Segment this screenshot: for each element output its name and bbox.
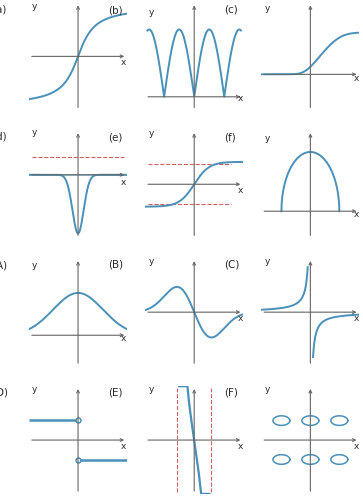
Text: y: y xyxy=(148,258,154,267)
Text: y: y xyxy=(32,2,38,11)
Text: x: x xyxy=(237,186,243,195)
Text: y: y xyxy=(265,5,270,13)
Text: x: x xyxy=(121,58,127,68)
Text: (b): (b) xyxy=(108,6,123,15)
Text: x: x xyxy=(354,74,359,83)
Text: y: y xyxy=(265,134,270,143)
Text: x: x xyxy=(237,314,243,323)
Text: (d): (d) xyxy=(0,132,7,142)
Text: y: y xyxy=(148,8,154,17)
Text: x: x xyxy=(237,442,243,451)
Text: y: y xyxy=(148,130,154,139)
Text: y: y xyxy=(32,261,38,270)
Text: (f): (f) xyxy=(224,133,236,143)
Text: (C): (C) xyxy=(224,260,240,270)
Text: x: x xyxy=(121,178,127,187)
Text: y: y xyxy=(265,258,270,267)
Text: (F): (F) xyxy=(224,388,238,398)
Text: x: x xyxy=(237,94,243,103)
Text: (A): (A) xyxy=(0,261,7,271)
Text: y: y xyxy=(265,385,270,394)
Text: (e): (e) xyxy=(108,132,122,142)
Text: y: y xyxy=(32,128,38,137)
Text: x: x xyxy=(354,442,359,451)
Text: (D): (D) xyxy=(0,388,8,398)
Text: (c): (c) xyxy=(224,5,238,15)
Text: y: y xyxy=(32,385,38,394)
Text: x: x xyxy=(121,335,127,343)
Text: x: x xyxy=(121,442,127,451)
Text: (a): (a) xyxy=(0,4,6,14)
Text: (B): (B) xyxy=(108,260,123,270)
Text: y: y xyxy=(148,385,154,394)
Text: x: x xyxy=(354,314,359,323)
Text: x: x xyxy=(354,210,359,219)
Text: (E): (E) xyxy=(108,388,122,398)
